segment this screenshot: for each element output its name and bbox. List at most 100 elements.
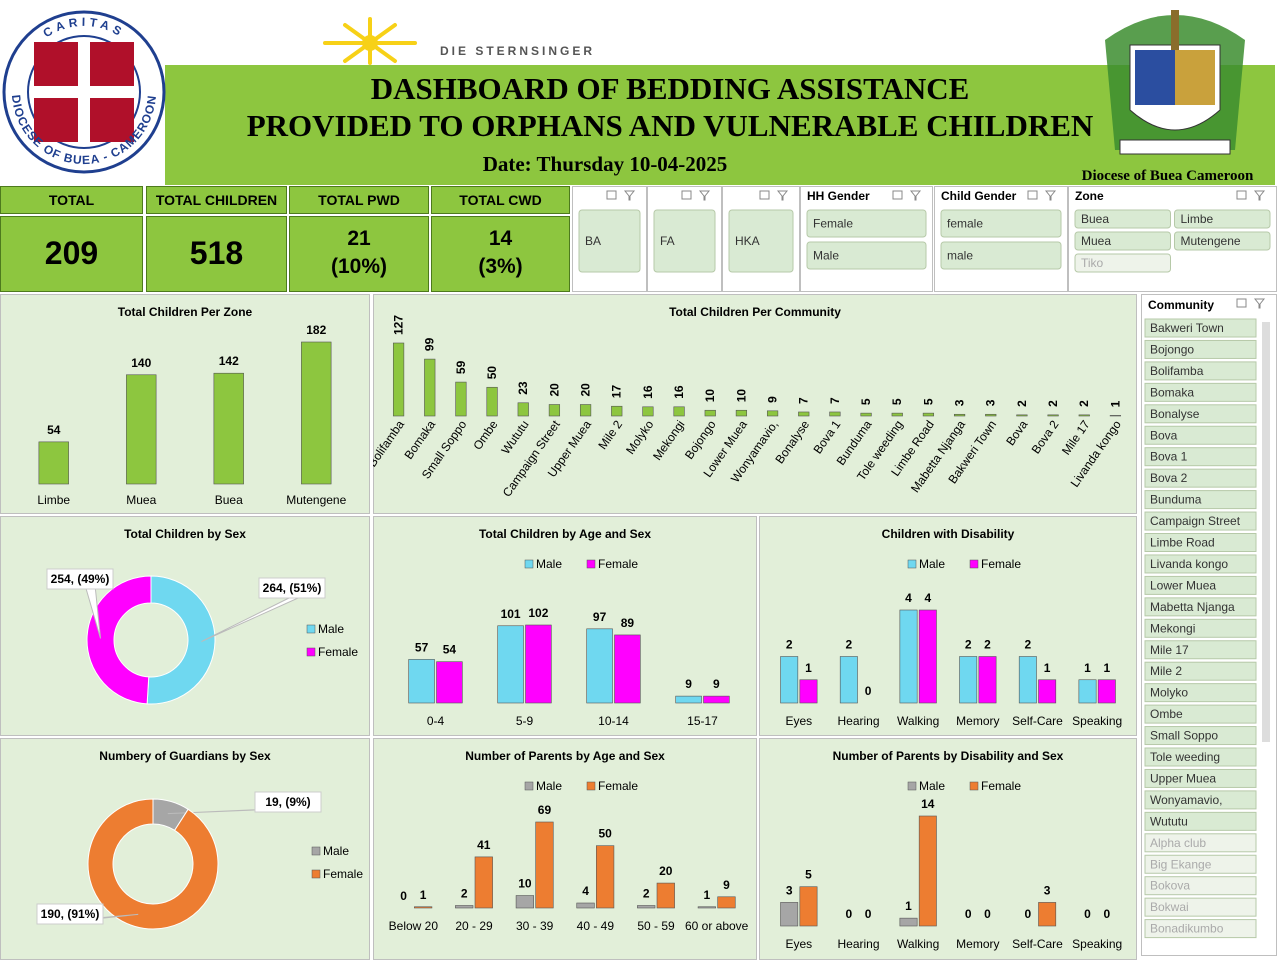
slicer-item[interactable] (1144, 339, 1257, 359)
data-label: 16 (641, 385, 655, 399)
slicer-item[interactable] (1174, 209, 1271, 229)
slicer-item[interactable] (1144, 747, 1257, 767)
slicer-item[interactable] (1144, 768, 1257, 788)
slicer-title: Community (1148, 298, 1214, 312)
data-label: 59 (454, 360, 468, 374)
data-label: 3 (984, 399, 998, 406)
slicer-item[interactable] (806, 209, 927, 238)
data-label: 2 (461, 887, 468, 901)
data-label: 0 (965, 907, 972, 921)
slicer-item[interactable] (1144, 811, 1257, 831)
slicer-item-label: female (947, 217, 983, 231)
x-tick-label: 30 - 39 (516, 919, 554, 933)
slicer-item[interactable] (1144, 597, 1257, 617)
slicer-item[interactable] (940, 209, 1062, 238)
slicer-item-label: Ombe (1150, 707, 1183, 721)
slicer-item[interactable] (1144, 468, 1257, 488)
bar (717, 896, 736, 909)
diocese-logo (1105, 10, 1245, 155)
chart-title: Total Children Per Community (669, 305, 841, 319)
data-label: 3 (1044, 883, 1051, 897)
title-line: PROVIDED TO ORPHANS AND VULNERABLE CHILD… (246, 108, 1094, 143)
slicer-item[interactable] (1074, 209, 1171, 229)
kpi-share: (3%) (478, 255, 523, 278)
x-tick-label: Hearing (837, 937, 879, 951)
legend-label: Female (323, 867, 363, 881)
data-label: 10 (703, 389, 717, 403)
bar (611, 405, 623, 417)
chart-panel: Numbery of Guardians by Sex 19, (9%) Male 1… (0, 738, 370, 960)
slicer-item[interactable] (1144, 726, 1257, 746)
x-tick-label: Limbe (37, 493, 70, 507)
slicer-item[interactable] (1144, 490, 1257, 510)
legend-label: Male (323, 844, 349, 858)
slicer-item[interactable] (1144, 876, 1257, 896)
bar (1097, 679, 1116, 704)
slicer-item[interactable] (1144, 404, 1257, 424)
slicer-clear-icon (698, 190, 711, 201)
slicer-item-label: HKA (735, 234, 760, 248)
panel-bg (759, 516, 1137, 736)
x-tick-label: Muea (126, 493, 156, 507)
report-date: Date: Thursday 10-04-2025 (482, 152, 728, 176)
slicer-item[interactable] (1144, 833, 1257, 853)
slicer-item[interactable] (1144, 554, 1257, 574)
slicer-item[interactable] (728, 209, 794, 273)
legend-label: Male (318, 622, 344, 636)
data-label: 2 (1046, 400, 1060, 407)
bar (922, 412, 935, 417)
x-tick-label: Memory (956, 937, 999, 951)
slicer-item[interactable] (1144, 790, 1257, 810)
data-label: 19, (9%) (265, 795, 310, 809)
slicer-item[interactable] (1144, 661, 1257, 681)
slicer-item[interactable] (1074, 253, 1171, 273)
slicer-item[interactable] (1144, 425, 1257, 445)
x-tick-label: 10-14 (598, 714, 629, 728)
legend-swatch (586, 559, 596, 569)
donut-segment (146, 575, 216, 705)
x-tick-label: Mutengene (286, 493, 346, 507)
bar (697, 906, 716, 909)
slicer-item[interactable] (1144, 704, 1257, 724)
data-label: 2 (1025, 638, 1032, 652)
slicer-item[interactable] (1144, 618, 1257, 638)
slicer-item[interactable] (1144, 511, 1257, 531)
data-label: 0 (846, 907, 853, 921)
legend-swatch (907, 781, 917, 791)
bar (414, 906, 433, 909)
slicer-item[interactable] (1144, 640, 1257, 660)
legend-label: Male (536, 779, 562, 793)
slicer-item[interactable] (1144, 575, 1257, 595)
slicer-item[interactable] (1144, 382, 1257, 402)
slicer-item[interactable] (940, 241, 1062, 270)
bar (860, 412, 872, 417)
kpi-label: TOTAL CHILDREN (146, 186, 287, 214)
slicer-item[interactable] (1144, 683, 1257, 703)
slicer-item-label: Male (813, 249, 839, 263)
slicer-item[interactable] (1144, 897, 1257, 917)
data-label: 1 (1044, 661, 1051, 675)
data-label: 0 (984, 907, 991, 921)
slicer-item-label: Upper Muea (1150, 771, 1216, 785)
scrollbar[interactable] (1262, 322, 1270, 742)
slicer-item-label: Lower Muea (1150, 578, 1216, 592)
slicer-item[interactable] (806, 241, 927, 270)
bar (474, 856, 493, 909)
slicer-item[interactable] (1144, 447, 1257, 467)
slicer-item[interactable] (1074, 231, 1171, 251)
slicer-item[interactable] (578, 209, 641, 273)
slicer-item[interactable] (1144, 533, 1257, 552)
slicer-item[interactable] (1144, 361, 1257, 381)
slicer-item[interactable] (1174, 231, 1271, 251)
chart-title: Total Children by Sex (124, 527, 246, 541)
data-label: 9 (713, 677, 720, 691)
data-label: 20 (579, 383, 593, 397)
slicer-item[interactable] (653, 209, 716, 273)
chart-panel: Total Children by Age and Sex Male Female 5… (373, 516, 757, 736)
slicer-item-label: Limbe (1181, 212, 1214, 226)
slicer: HKA (722, 186, 800, 292)
slicer-item[interactable] (1144, 854, 1257, 874)
slicer-item[interactable] (1144, 919, 1257, 939)
slicer-item[interactable] (1144, 318, 1257, 338)
panel-bg (373, 738, 757, 960)
